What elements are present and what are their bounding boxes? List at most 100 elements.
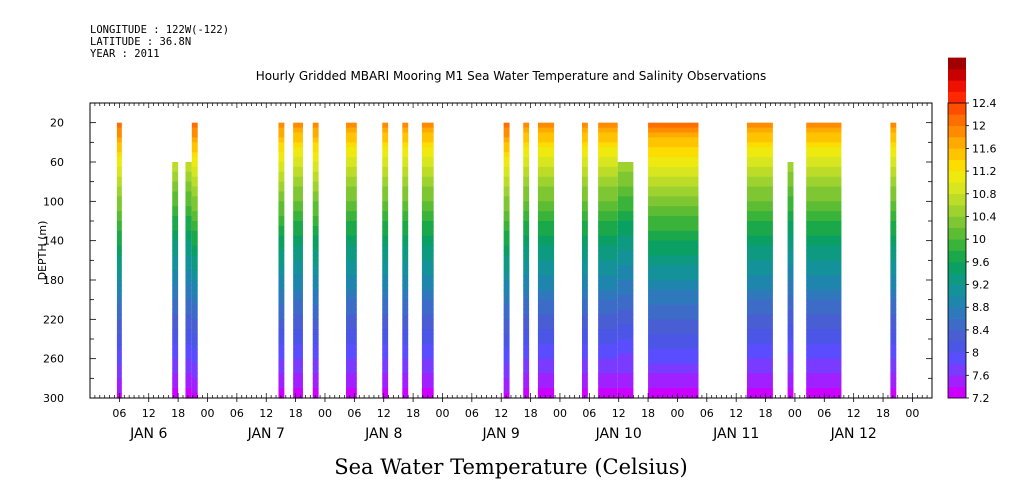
profile-cell bbox=[806, 383, 842, 389]
profile-cell bbox=[890, 373, 897, 379]
profile-cell bbox=[185, 196, 192, 202]
profile-cell bbox=[312, 250, 319, 257]
profile-cell bbox=[617, 319, 634, 325]
profile-cell bbox=[191, 147, 198, 153]
profile-cell bbox=[312, 221, 319, 227]
profile-cell bbox=[191, 196, 198, 202]
profile-cell bbox=[421, 343, 434, 350]
profile-cell bbox=[648, 309, 699, 316]
profile-cell bbox=[746, 368, 773, 375]
profile-cell bbox=[185, 378, 192, 384]
profile-cell bbox=[185, 280, 192, 286]
profile-cell bbox=[806, 358, 842, 365]
profile-cell bbox=[598, 235, 618, 242]
x-day-label: JAN 12 bbox=[830, 426, 877, 442]
profile-cell bbox=[402, 255, 409, 261]
profile-cell bbox=[523, 289, 530, 296]
profile-cell bbox=[278, 230, 285, 237]
profile-cell bbox=[806, 132, 842, 139]
profile-cell bbox=[293, 181, 303, 188]
profile-cell bbox=[648, 358, 699, 365]
profile-cell bbox=[537, 176, 555, 183]
profile-cell bbox=[116, 186, 122, 193]
profile-cell bbox=[523, 270, 530, 276]
profile-cell bbox=[116, 137, 122, 143]
profile-cell bbox=[806, 304, 842, 311]
profile-cell bbox=[191, 304, 198, 311]
profile-cell bbox=[537, 334, 555, 340]
profile-cell bbox=[787, 260, 794, 266]
profile-cell bbox=[346, 339, 357, 345]
profile-cell bbox=[523, 221, 530, 227]
profile-cell bbox=[806, 235, 842, 242]
profile-cell bbox=[617, 280, 634, 286]
plot-area bbox=[116, 122, 897, 399]
profile-cell bbox=[503, 348, 510, 355]
profile-cell bbox=[293, 304, 303, 311]
profile-cell bbox=[346, 280, 357, 286]
profile-cell bbox=[581, 319, 588, 325]
profile-cell bbox=[346, 186, 357, 193]
x-tick-label: 12 bbox=[729, 407, 743, 420]
profile-cell bbox=[278, 152, 285, 158]
profile-cell bbox=[293, 348, 303, 355]
profile-cell bbox=[890, 230, 897, 237]
colorbar-swatch bbox=[948, 284, 966, 297]
profile-cell bbox=[312, 275, 319, 281]
profile-cell bbox=[581, 255, 588, 261]
latitude-label: LATITUDE : 36.8N bbox=[90, 36, 192, 48]
y-tick-label: 300 bbox=[43, 392, 64, 405]
profile-cell bbox=[382, 358, 389, 365]
profile-cell bbox=[278, 319, 285, 325]
profile-cell bbox=[523, 255, 530, 261]
profile-cell bbox=[617, 216, 634, 222]
profile-cell bbox=[746, 225, 773, 232]
profile-cell bbox=[278, 196, 285, 202]
profile-cell bbox=[116, 284, 122, 291]
profile-cell bbox=[746, 319, 773, 325]
profile-cell bbox=[191, 201, 198, 207]
profile-cell bbox=[293, 171, 303, 178]
profile-cell bbox=[617, 186, 634, 193]
profile-cell bbox=[523, 137, 530, 143]
profile-cell bbox=[598, 275, 618, 281]
profile-cell bbox=[185, 324, 192, 330]
profile-cell bbox=[806, 162, 842, 168]
profile-cell bbox=[116, 157, 122, 163]
profile-cell bbox=[648, 388, 699, 394]
profile-cell bbox=[191, 339, 198, 345]
profile-cell bbox=[191, 166, 198, 173]
profile-cell bbox=[523, 260, 530, 266]
profile-cell bbox=[787, 196, 794, 202]
profile-cell bbox=[581, 122, 588, 129]
profile-cell bbox=[278, 280, 285, 286]
profile-cell bbox=[312, 162, 319, 168]
profile-cell bbox=[523, 196, 530, 202]
profile-cell bbox=[598, 196, 618, 202]
profile-cell bbox=[402, 363, 409, 370]
profile-cell bbox=[382, 235, 389, 242]
profile-cell bbox=[312, 225, 319, 232]
profile-cell bbox=[746, 353, 773, 360]
profile-cell bbox=[278, 368, 285, 375]
profile-cell bbox=[421, 284, 434, 291]
profile-cell bbox=[185, 319, 192, 325]
profile-cell bbox=[523, 363, 530, 370]
profile-cell bbox=[648, 206, 699, 212]
profile-cell bbox=[191, 142, 198, 148]
profile-cell bbox=[312, 284, 319, 291]
profile-cell bbox=[191, 358, 198, 365]
profile-cell bbox=[648, 255, 699, 261]
profile-cell bbox=[278, 250, 285, 257]
profile-cell bbox=[402, 191, 409, 198]
profile-cell bbox=[746, 137, 773, 143]
profile-cell bbox=[746, 157, 773, 163]
profile-cell bbox=[648, 201, 699, 207]
profile-segment-0 bbox=[116, 122, 122, 399]
profile-cell bbox=[523, 166, 530, 173]
profile-cell bbox=[787, 235, 794, 242]
profile-cell bbox=[346, 348, 357, 355]
profile-cell bbox=[346, 309, 357, 316]
profile-cell bbox=[116, 373, 122, 379]
profile-cell bbox=[278, 343, 285, 350]
